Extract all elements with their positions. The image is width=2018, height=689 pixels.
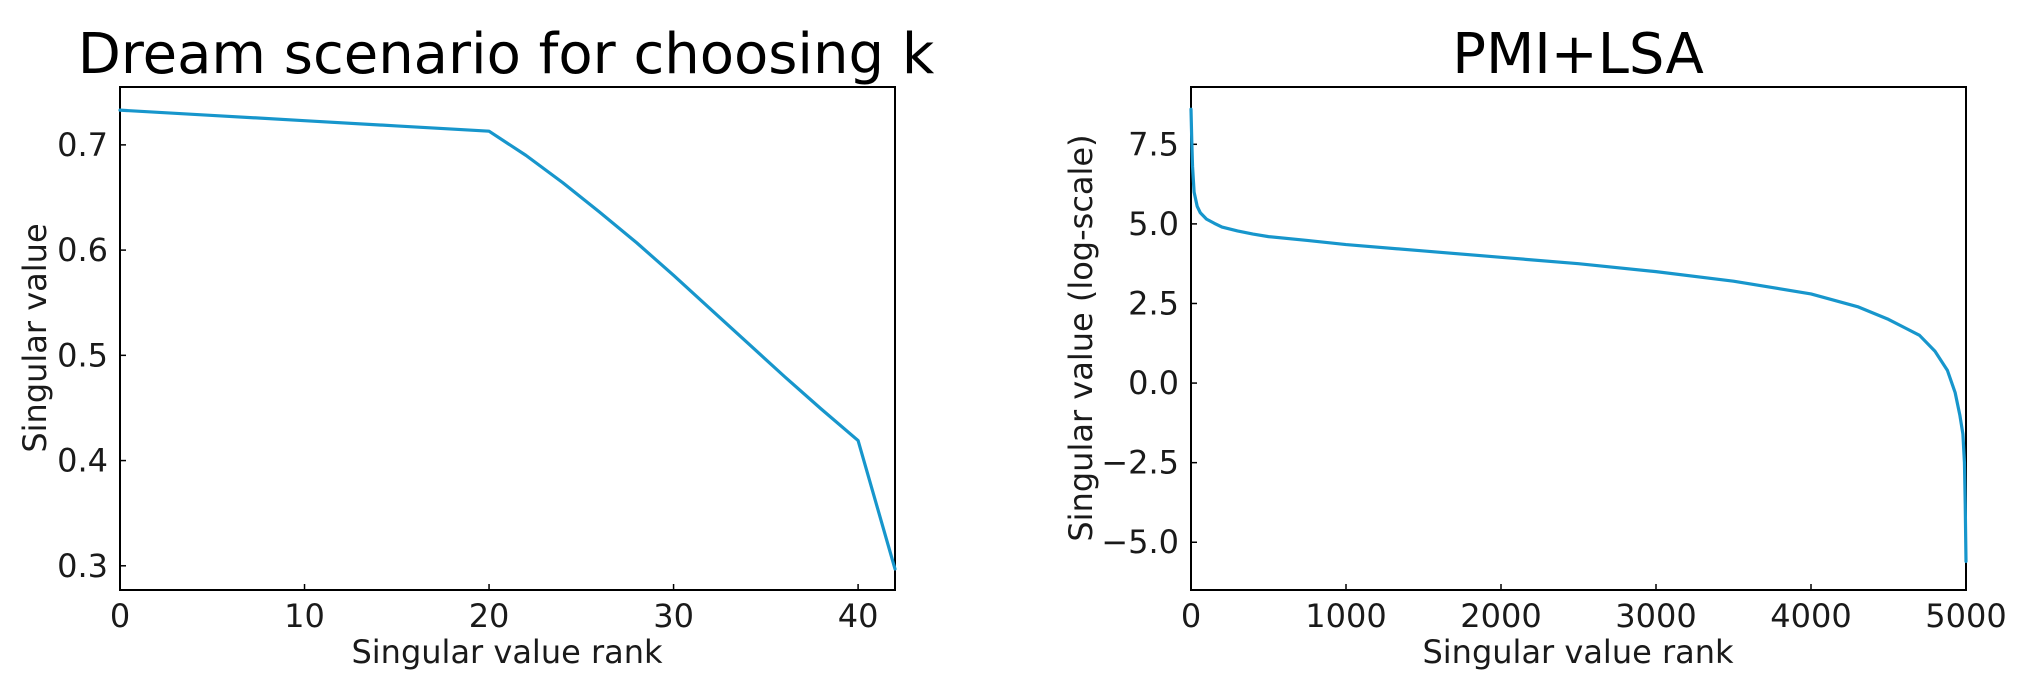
y-tick-label: −5.0 [1101, 523, 1179, 561]
series-line [1189, 107, 1968, 563]
y-tick-label: 7.5 [1128, 125, 1179, 163]
chart-dream-scenario: Dream scenario for choosing k 0 10 20 30 40 … [16, 22, 935, 671]
x-tick-label: 10 [284, 597, 325, 635]
y-tick-label: −2.5 [1101, 444, 1179, 482]
x-tick-label: 20 [469, 597, 510, 635]
x-tick-label: 1000 [1305, 597, 1386, 635]
x-tick-label: 5000 [1925, 597, 2006, 635]
y-tick-label: 0.3 [57, 547, 108, 585]
y-tick-label: 5.0 [1128, 205, 1179, 243]
chart-title: PMI+LSA [1452, 22, 1704, 87]
y-axis-label: Singular value [16, 223, 54, 452]
chart-title: Dream scenario for choosing k [78, 22, 935, 87]
y-tick-label: 0.7 [57, 126, 108, 164]
y-tick-label: 0.0 [1128, 364, 1179, 402]
y-axis: 7.5 5.0 2.5 0.0 −2.5 −5.0 [1101, 125, 1197, 561]
x-axis: 0 10 20 30 40 [110, 584, 879, 635]
x-axis-label: Singular value rank [1422, 633, 1734, 671]
x-tick-label: 3000 [1615, 597, 1696, 635]
x-tick-label: 40 [838, 597, 879, 635]
plot-frame [1190, 86, 1967, 591]
y-axis-label: Singular value (log-scale) [1062, 134, 1100, 541]
x-tick-label: 2000 [1460, 597, 1541, 635]
y-tick-label: 0.4 [57, 442, 108, 480]
x-tick-label: 0 [1181, 597, 1201, 635]
x-axis-label: Singular value rank [351, 633, 663, 671]
y-tick-label: 0.5 [57, 336, 108, 374]
x-axis: 0 1000 2000 3000 4000 5000 [1181, 584, 2007, 635]
y-tick-label: 2.5 [1128, 284, 1179, 322]
y-axis: 0.3 0.4 0.5 0.6 0.7 [57, 126, 126, 585]
y-tick-label: 0.6 [57, 231, 108, 269]
x-tick-label: 4000 [1770, 597, 1851, 635]
chart-pmi-lsa: PMI+LSA 0 1000 2000 3000 4000 5000 7.5 5.0 2.5 0… [1062, 22, 2007, 671]
x-tick-label: 30 [653, 597, 694, 635]
x-tick-label: 0 [110, 597, 130, 635]
series-line [118, 108, 897, 571]
plot-frame [119, 86, 896, 591]
